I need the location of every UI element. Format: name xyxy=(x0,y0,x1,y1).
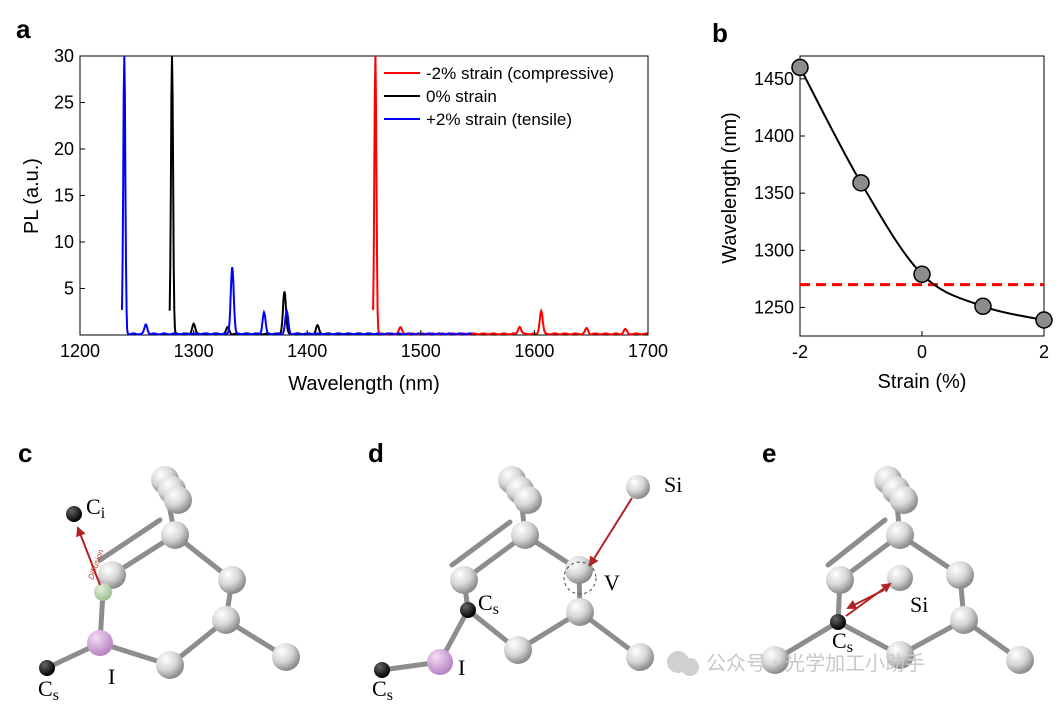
series-line-0 xyxy=(372,55,649,336)
panel-letter-e: e xyxy=(762,438,776,468)
data-point xyxy=(913,265,931,284)
chart-b-ylabel: Wavelength (nm) xyxy=(719,112,741,264)
data-point xyxy=(1035,311,1053,329)
ytick-label: 10 xyxy=(54,232,74,252)
series-line-1 xyxy=(168,55,376,336)
xtick-label: -2 xyxy=(792,342,808,362)
ytick-label: 15 xyxy=(54,186,74,206)
chart-a-xlabel: Wavelength (nm) xyxy=(288,373,440,395)
xtick-label: 0 xyxy=(917,342,927,362)
label-cs-e: Cs xyxy=(832,628,853,656)
chart-a-ylabel: PL (a.u.) xyxy=(21,158,43,234)
panel-letter-d: d xyxy=(368,438,384,468)
ytick-label: 1250 xyxy=(754,297,794,317)
xtick-label: 1200 xyxy=(60,341,100,361)
panel-letter-a: a xyxy=(16,14,31,44)
structure-c: Diffusion Ci Cs I xyxy=(38,466,300,704)
label-v-d: V xyxy=(604,570,620,595)
label-cs-d2: Cs xyxy=(372,676,393,704)
pl-spectrum-chart: 1200 1300 1400 1500 1600 1700 5 10 15 20 25 30 Wave… xyxy=(21,46,668,395)
watermark-text: 公众号 · 光学加工小助手 xyxy=(706,651,925,675)
xtick-label: 1300 xyxy=(174,341,214,361)
xtick-label: 1600 xyxy=(514,341,554,361)
ytick-label: 1350 xyxy=(754,183,794,203)
structure-e: Si Cs xyxy=(761,466,1034,674)
label-i-c: I xyxy=(108,664,115,689)
legend-label: +2% strain (tensile) xyxy=(426,110,572,129)
wavelength-strain-chart: -2 0 2 1250 1300 1350 1400 1450 Strain (%) Wave… xyxy=(719,55,1053,393)
ytick-label: 1400 xyxy=(754,126,794,146)
legend-label: -2% strain (compressive) xyxy=(426,64,614,83)
legend-label: 0% strain xyxy=(426,87,497,106)
ytick-label: 5 xyxy=(64,279,74,299)
xtick-label: 2 xyxy=(1039,342,1049,362)
label-si-e: Si xyxy=(910,592,928,617)
series-line-2 xyxy=(121,55,473,336)
xtick-label: 1400 xyxy=(287,341,327,361)
chart-b-frame xyxy=(799,55,1045,337)
label-si-d: Si xyxy=(664,472,682,497)
label-i-d: I xyxy=(458,655,465,680)
structure-d: Si Cs Cs I V xyxy=(372,466,682,704)
ytick-label: 1450 xyxy=(754,69,794,89)
chart-a-frame xyxy=(79,55,649,336)
label-cs-c: Cs xyxy=(38,676,59,704)
ytick-label: 1300 xyxy=(754,240,794,260)
data-point xyxy=(852,174,870,192)
data-point xyxy=(791,58,809,77)
ytick-label: 25 xyxy=(54,93,74,113)
panel-letter-c: c xyxy=(18,438,32,468)
chart-a-legend: -2% strain (compressive) 0% strain +2% str… xyxy=(384,64,614,129)
ytick-label: 30 xyxy=(54,46,74,66)
panel-letter-b: b xyxy=(712,18,728,48)
data-point xyxy=(974,297,992,316)
xtick-label: 1500 xyxy=(401,341,441,361)
watermark: 公众号 · 光学加工小助手 xyxy=(667,651,925,676)
ytick-label: 20 xyxy=(54,139,74,159)
label-cs-d1: Cs xyxy=(478,590,499,618)
label-ci: Ci xyxy=(86,494,106,522)
chart-b-xlabel: Strain (%) xyxy=(878,371,967,393)
xtick-label: 1700 xyxy=(628,341,668,361)
